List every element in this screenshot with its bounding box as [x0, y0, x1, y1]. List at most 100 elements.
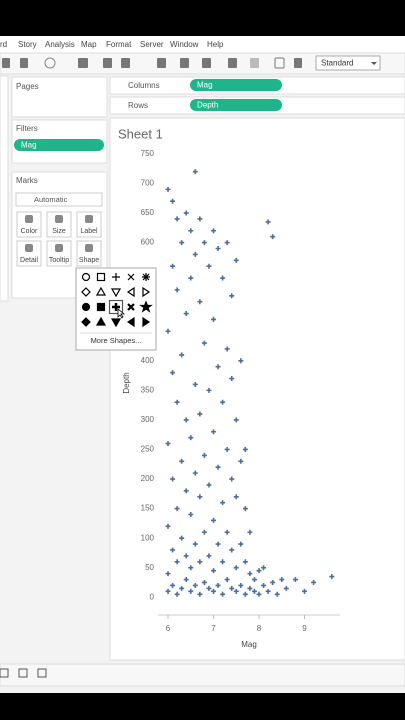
mark-button-icon	[25, 215, 33, 223]
pages-title: Pages	[16, 82, 39, 91]
shape-option[interactable]	[139, 300, 153, 313]
icon[interactable]	[250, 58, 259, 68]
icon[interactable]	[103, 58, 112, 68]
point	[206, 553, 212, 559]
y-tick-label: 650	[141, 208, 155, 217]
point	[201, 452, 207, 458]
shape-option[interactable]	[96, 272, 106, 282]
icon[interactable]	[44, 57, 56, 69]
menu-item[interactable]: Help	[207, 40, 224, 49]
menu-item[interactable]: rd	[0, 40, 7, 49]
new-story[interactable]	[37, 668, 47, 678]
point	[283, 585, 289, 591]
icon[interactable]	[180, 58, 189, 68]
point	[201, 529, 207, 535]
point	[211, 568, 217, 574]
point	[183, 417, 189, 423]
point	[224, 346, 230, 352]
shape-option[interactable]	[126, 316, 135, 328]
shape-option[interactable]	[112, 303, 120, 311]
x-tick-label: 9	[302, 624, 307, 633]
menu-item[interactable]: Server	[140, 40, 164, 49]
menu-item[interactable]: Format	[106, 40, 132, 49]
point	[188, 512, 194, 518]
menu-bar	[0, 36, 405, 53]
shape-selected[interactable]	[108, 299, 124, 315]
point	[197, 299, 203, 305]
point	[261, 582, 267, 588]
new-sheet[interactable]	[0, 668, 9, 678]
point	[192, 169, 198, 175]
shape-option[interactable]	[95, 316, 107, 326]
point	[215, 541, 221, 547]
view-dropdown[interactable]	[315, 55, 381, 71]
point	[211, 588, 217, 594]
point	[233, 588, 239, 594]
menu-item[interactable]: Story	[18, 40, 37, 49]
shape-option[interactable]	[126, 286, 135, 298]
mark-button-icon	[55, 244, 63, 252]
shape-option[interactable]	[110, 288, 122, 298]
shape-option[interactable]	[127, 273, 135, 281]
shape-option[interactable]	[142, 316, 151, 328]
point	[215, 245, 221, 251]
x-tick-label: 6	[166, 624, 171, 633]
icon[interactable]	[274, 57, 285, 69]
icon[interactable]	[294, 58, 302, 68]
point	[192, 251, 198, 257]
point	[229, 476, 235, 482]
marks-title: Marks	[16, 176, 38, 185]
y-axis-title: Depth	[122, 372, 131, 393]
shape-option[interactable]	[81, 272, 91, 282]
shape-option[interactable]	[81, 317, 91, 327]
point	[311, 579, 317, 585]
tab-icons	[0, 668, 47, 678]
columns-pill-label: Mag	[197, 81, 213, 90]
icon[interactable]	[228, 58, 237, 68]
shape-option[interactable]	[112, 273, 120, 281]
icon[interactable]	[2, 58, 10, 68]
columns-pill[interactable]	[190, 79, 282, 91]
rows-label: Rows	[128, 101, 148, 110]
y-tick-label: 750	[141, 149, 155, 158]
shape-option[interactable]	[81, 287, 91, 297]
point	[238, 582, 244, 588]
shape-option[interactable]	[81, 302, 91, 312]
point	[174, 287, 180, 293]
menu-item[interactable]: Analysis	[45, 40, 75, 49]
icon[interactable]	[202, 58, 211, 68]
icon[interactable]	[157, 58, 166, 68]
point	[197, 559, 203, 565]
point	[220, 591, 226, 597]
point	[274, 591, 280, 597]
menu-item[interactable]: Window	[170, 40, 199, 49]
new-dashboard[interactable]	[18, 668, 28, 678]
point	[188, 228, 194, 234]
icon[interactable]	[121, 58, 130, 68]
shape-option[interactable]	[127, 303, 135, 311]
mark-type-label: Automatic	[34, 195, 68, 204]
point	[220, 275, 226, 281]
shape-option[interactable]	[110, 318, 122, 328]
point	[279, 577, 285, 583]
shape-option[interactable]	[96, 302, 106, 312]
point	[211, 316, 217, 322]
point	[242, 506, 248, 512]
mark-button-label: Tooltip	[49, 257, 69, 264]
point	[247, 585, 253, 591]
point	[238, 541, 244, 547]
shape-option[interactable]	[142, 273, 150, 281]
more-shapes[interactable]: More Shapes...	[91, 336, 142, 345]
menu-item[interactable]: Map	[81, 40, 97, 49]
shape-option[interactable]	[142, 286, 151, 298]
point	[183, 311, 189, 317]
point	[174, 506, 180, 512]
shape-option[interactable]	[95, 286, 107, 296]
point	[215, 364, 221, 370]
mark-button-label: Detail	[20, 257, 38, 264]
filter-pill[interactable]	[14, 139, 104, 151]
mark-type-dropdown[interactable]	[15, 192, 103, 207]
rows-pill[interactable]	[190, 99, 282, 111]
icon[interactable]	[20, 58, 28, 68]
icon[interactable]	[78, 58, 88, 68]
